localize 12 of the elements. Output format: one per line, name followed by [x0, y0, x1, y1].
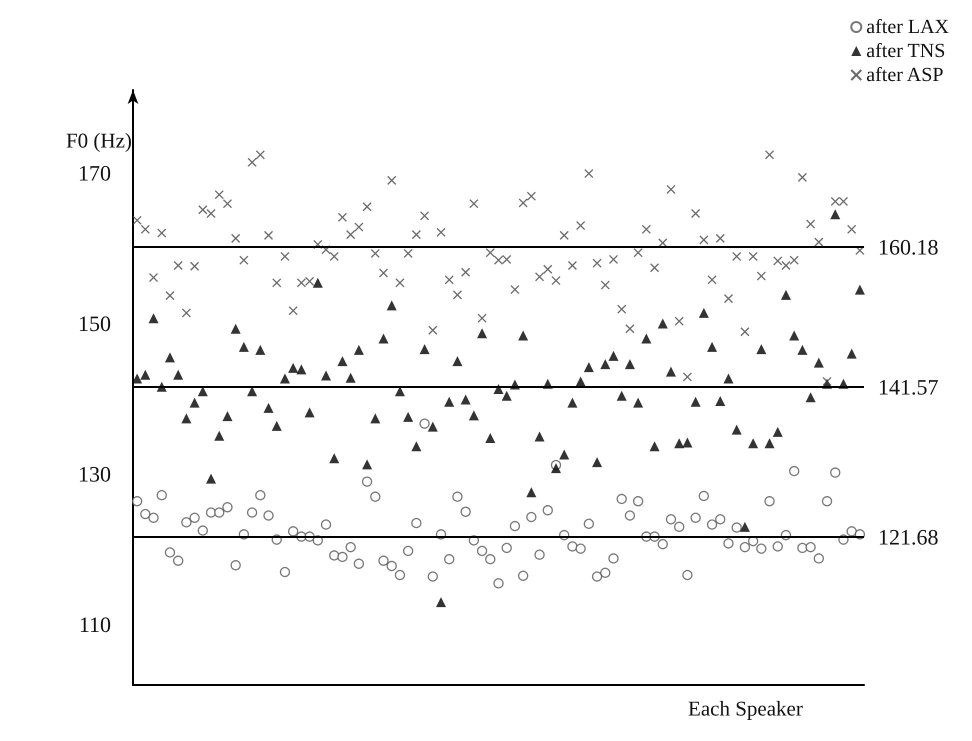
legend-label: after TNS — [866, 40, 946, 62]
y-tick-label: 130 — [78, 462, 111, 487]
y-tick-label: 150 — [78, 310, 111, 336]
ref-line-label: 160.18 — [878, 234, 938, 260]
ref-line-label: 121.68 — [878, 524, 938, 550]
y-axis-title: F0 (Hz) — [66, 128, 132, 152]
legend-label: after ASP — [866, 64, 944, 86]
y-tick-label: 170 — [78, 160, 111, 186]
ref-line-label: 141.57 — [878, 374, 938, 400]
y-tick-label: 110 — [78, 612, 111, 638]
legend-label: after LAX — [866, 16, 950, 38]
x-axis-title: Each Speaker — [688, 696, 803, 720]
